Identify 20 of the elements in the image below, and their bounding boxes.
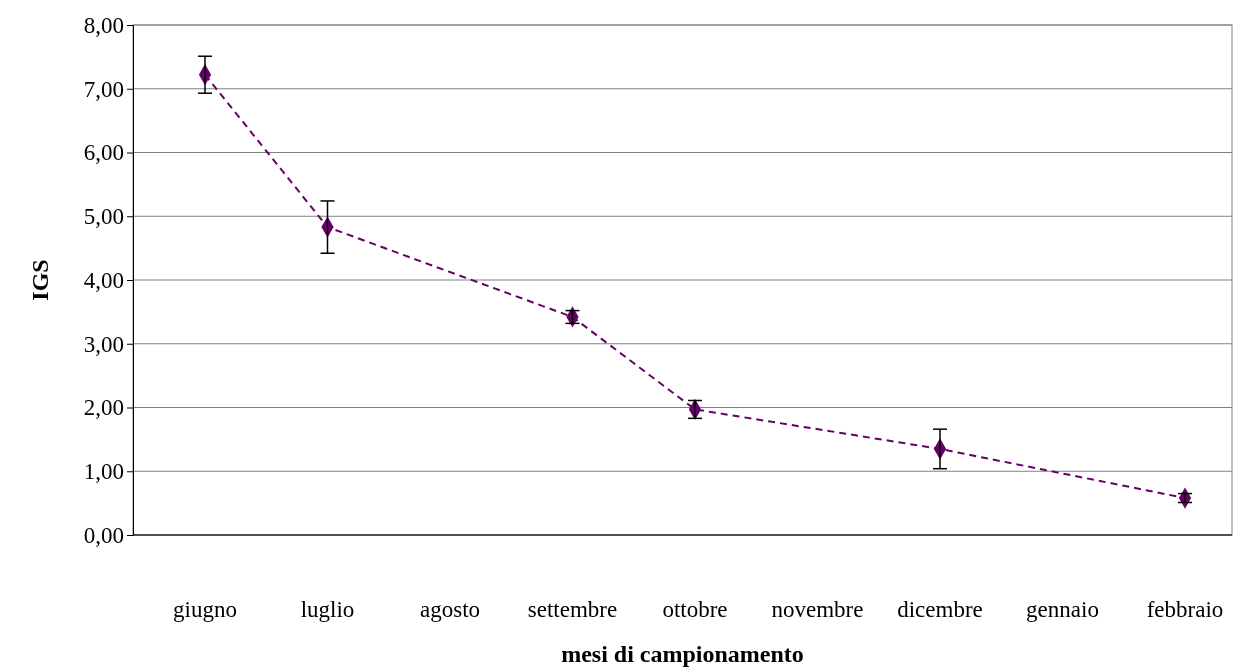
y-tick-label: 5,00 [83, 204, 124, 230]
y-tick-label: 0,00 [83, 522, 124, 548]
x-tick-label: dicembre [897, 597, 983, 622]
y-tick-label: 2,00 [83, 395, 124, 421]
x-tick-label: novembre [771, 597, 864, 622]
x-tick-label: gennaio [1026, 597, 1099, 622]
x-tick-label: agosto [419, 597, 481, 622]
y-tick-label: 6,00 [83, 140, 124, 166]
y-tick-label: 8,00 [83, 12, 124, 38]
x-axis-title: mesi di campionamento [561, 641, 804, 667]
y-axis-title: IGS [27, 259, 53, 301]
x-tick-label: luglio [300, 597, 355, 622]
x-tick-label: settembre [527, 597, 618, 622]
x-tick-label: ottobre [662, 597, 728, 622]
y-tick-label: 4,00 [83, 267, 124, 293]
x-tick-label: giugno [173, 597, 237, 622]
y-tick-label: 7,00 [83, 76, 124, 102]
x-tick-label: febbraio [1146, 597, 1224, 622]
y-tick-label: 1,00 [83, 459, 124, 485]
y-tick-label: 3,00 [83, 331, 124, 357]
